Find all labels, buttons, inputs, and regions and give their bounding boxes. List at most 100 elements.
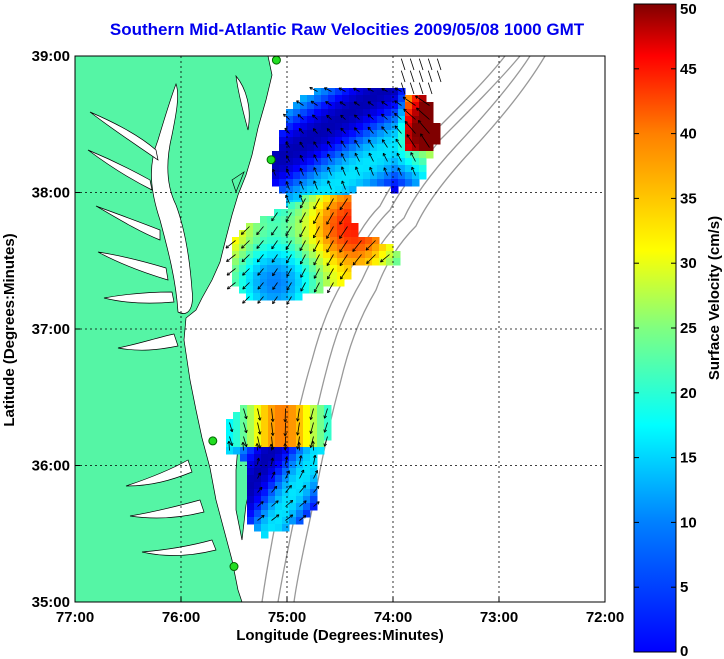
velocity-cell	[344, 258, 352, 266]
velocity-cell	[405, 151, 413, 159]
velocity-cell	[321, 137, 329, 145]
velocity-cell	[412, 179, 420, 187]
velocity-cell	[328, 186, 336, 194]
velocity-cell	[260, 244, 268, 252]
velocity-arrowhead	[368, 152, 372, 156]
velocity-cell	[412, 137, 420, 145]
velocity-cell	[275, 482, 283, 490]
velocity-cell	[260, 216, 268, 224]
velocity-cell	[307, 95, 315, 103]
velocity-arrowhead	[367, 126, 371, 129]
velocity-cell	[310, 461, 318, 469]
velocity-arrowhead	[296, 432, 298, 436]
velocity-cell	[303, 468, 311, 476]
velocity-arrowhead	[397, 167, 401, 170]
velocity-cell	[300, 179, 308, 187]
velocity-arrow	[298, 128, 304, 134]
velocity-cell	[356, 158, 364, 166]
velocity-cell	[335, 186, 343, 194]
velocity-cell	[317, 433, 325, 441]
velocity-cell	[307, 165, 315, 173]
velocity-cell	[398, 179, 406, 187]
velocity-cell	[363, 179, 371, 187]
velocity-cell	[303, 433, 311, 441]
velocity-cell	[349, 123, 357, 131]
velocity-arrowhead	[241, 258, 244, 262]
velocity-cell	[377, 158, 385, 166]
velocity-cell	[342, 109, 350, 117]
velocity-arrow	[310, 100, 318, 106]
velocity-cell	[286, 116, 294, 124]
velocity-cell	[282, 496, 290, 504]
velocity-arrowhead	[257, 272, 259, 276]
velocity-cell	[405, 102, 413, 110]
velocity-cell	[379, 244, 387, 252]
velocity-cell	[253, 258, 261, 266]
velocity-cell	[307, 151, 315, 159]
velocity-arrow	[285, 470, 290, 479]
velocity-arrowhead	[256, 247, 260, 249]
velocity-arrowhead	[367, 88, 370, 92]
velocity-cell	[254, 475, 262, 483]
velocity-cell	[296, 447, 304, 455]
velocity-arrow	[436, 70, 442, 83]
velocity-cell	[384, 109, 392, 117]
velocity-cell	[261, 482, 269, 490]
velocity-arrowhead	[417, 120, 420, 124]
velocity-cell	[365, 251, 373, 259]
velocity-arrow	[352, 240, 362, 252]
velocity-cell	[384, 158, 392, 166]
velocity-cell	[303, 426, 311, 434]
velocity-cell	[316, 286, 324, 294]
velocity-arrow	[257, 486, 263, 493]
velocity-arrowhead	[380, 259, 382, 263]
velocity-cell	[246, 258, 254, 266]
velocity-cell	[386, 258, 394, 266]
velocity-arrowhead	[327, 166, 331, 170]
velocity-cell	[349, 130, 357, 138]
velocity-arrowhead	[272, 287, 276, 290]
velocity-arrow	[313, 254, 320, 266]
velocity-arrowhead	[286, 168, 290, 171]
velocity-cell	[281, 265, 289, 273]
velocity-cell	[254, 412, 262, 420]
velocity-arrow	[225, 240, 236, 249]
velocity-cell	[310, 482, 318, 490]
velocity-arrow	[313, 455, 316, 465]
velocity-cell	[303, 447, 311, 455]
velocity-arrow	[409, 70, 415, 83]
velocity-arrowhead	[418, 120, 422, 122]
velocity-cell	[398, 102, 406, 110]
velocity-arrowhead	[283, 447, 286, 451]
map-title: Southern Mid-Atlantic Raw Velocities 200…	[109, 20, 585, 39]
velocity-cell	[247, 461, 255, 469]
x-tick-label: 74:00	[374, 609, 412, 626]
velocity-cell	[289, 468, 297, 476]
velocity-arrow	[327, 282, 334, 294]
velocity-cell	[321, 165, 329, 173]
velocity-cell	[335, 151, 343, 159]
velocity-arrow	[341, 166, 346, 176]
velocity-arrow	[286, 268, 292, 277]
velocity-arrow	[296, 100, 304, 106]
velocity-cell	[254, 454, 262, 462]
velocity-cell	[309, 202, 317, 210]
velocity-cell	[323, 265, 331, 273]
velocity-cell	[296, 426, 304, 434]
velocity-cell	[377, 151, 385, 159]
velocity-cell	[337, 209, 345, 217]
velocity-cell	[377, 130, 385, 138]
velocity-cell	[391, 109, 399, 117]
velocity-cell	[337, 223, 345, 231]
velocity-arrowhead	[327, 180, 331, 183]
velocity-arrow	[313, 154, 318, 162]
velocity-cell	[317, 405, 325, 413]
velocity-cell	[344, 216, 352, 224]
velocity-arrowhead	[244, 430, 247, 434]
velocity-cell	[412, 172, 420, 180]
velocity-arrow	[381, 101, 388, 106]
velocity-cell	[351, 244, 359, 252]
velocity-arrow	[326, 254, 334, 266]
velocity-cell	[293, 158, 301, 166]
velocity-cell	[314, 165, 322, 173]
